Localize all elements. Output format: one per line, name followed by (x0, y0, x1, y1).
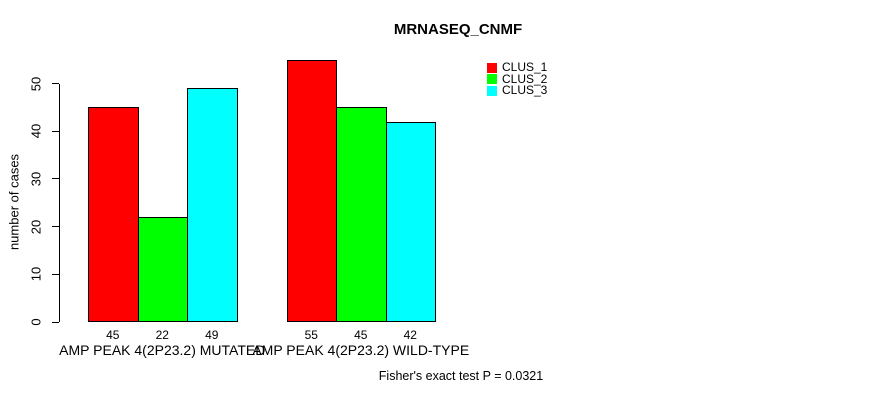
y-axis-tick (52, 226, 59, 228)
legend-swatch-clus_1 (487, 62, 497, 73)
y-axis-tick-label: 0 (28, 318, 44, 326)
legend-swatch-clus_2 (487, 74, 497, 85)
bar-clus_3-group1 (187, 88, 238, 322)
legend-item-clus_3: CLUS_3 (487, 83, 548, 98)
bar-clus_3-group2 (385, 121, 436, 322)
legend-label: CLUS_1 (502, 60, 548, 75)
legend-item-clus_1: CLUS_1 (487, 60, 548, 75)
y-axis-tick-label: 10 (28, 267, 44, 282)
y-axis-tick-label: 20 (28, 219, 44, 234)
annotation-text: Fisher's exact test P = 0.0321 (378, 369, 544, 383)
legend: CLUS_1 CLUS_2 CLUS_3 (487, 60, 548, 98)
y-axis-tick (52, 130, 59, 132)
y-axis-tick (52, 83, 59, 84)
bar-value-label: 49 (205, 328, 219, 342)
bar-value-label: 55 (304, 328, 318, 342)
legend-label: CLUS_3 (502, 83, 548, 98)
x-axis-group-label: AMP PEAK 4(2P23.2) WILD-TYPE (252, 342, 470, 358)
bar-clus_2-group1 (137, 217, 188, 322)
y-axis-tick (52, 321, 59, 323)
y-axis-tick (52, 178, 59, 180)
chart-title: MRNASEQ_CNMF (393, 21, 523, 38)
legend-label: CLUS_2 (502, 71, 548, 86)
legend-swatch-clus_3 (487, 85, 497, 96)
y-axis-label: number of cases (6, 153, 22, 251)
bar-value-label: 45 (354, 328, 368, 342)
bar-clus_1-group1 (88, 107, 139, 322)
legend-item-clus_2: CLUS_2 (487, 71, 548, 86)
bar-clus_1-group2 (286, 59, 337, 322)
y-axis-tick-label: 40 (28, 123, 44, 139)
bar-value-label: 22 (155, 328, 169, 342)
y-axis-tick-label: 30 (28, 171, 44, 187)
y-axis-tick (52, 273, 59, 275)
bar-value-label: 45 (106, 328, 120, 342)
y-axis-line (59, 83, 60, 322)
y-axis-tick-label: 50 (28, 76, 44, 91)
bar-value-label: 42 (403, 328, 417, 342)
x-axis-group-label: AMP PEAK 4(2P23.2) MUTATED (59, 342, 266, 358)
bar-clus_2-group2 (336, 107, 387, 322)
